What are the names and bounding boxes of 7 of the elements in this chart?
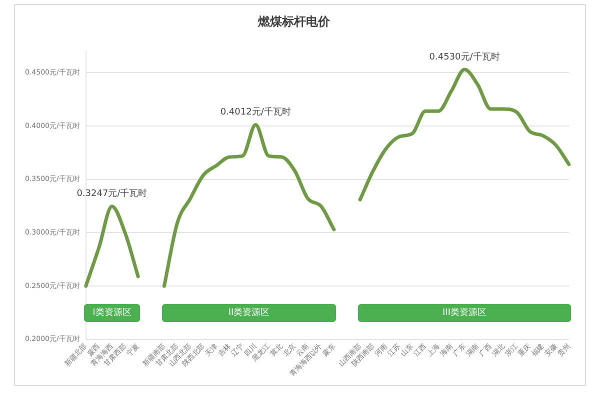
- group-label: III类资源区: [358, 304, 571, 322]
- group-label: I类资源区: [84, 304, 140, 322]
- data-label: 0.3247元/千瓦时: [76, 188, 148, 200]
- data-label: 0.4530元/千瓦时: [429, 51, 500, 62]
- chart-title: 燃煤标杆电价: [257, 14, 331, 28]
- group-label: II类资源区: [162, 304, 336, 322]
- data-label: 0.4012元/千瓦时: [220, 106, 291, 118]
